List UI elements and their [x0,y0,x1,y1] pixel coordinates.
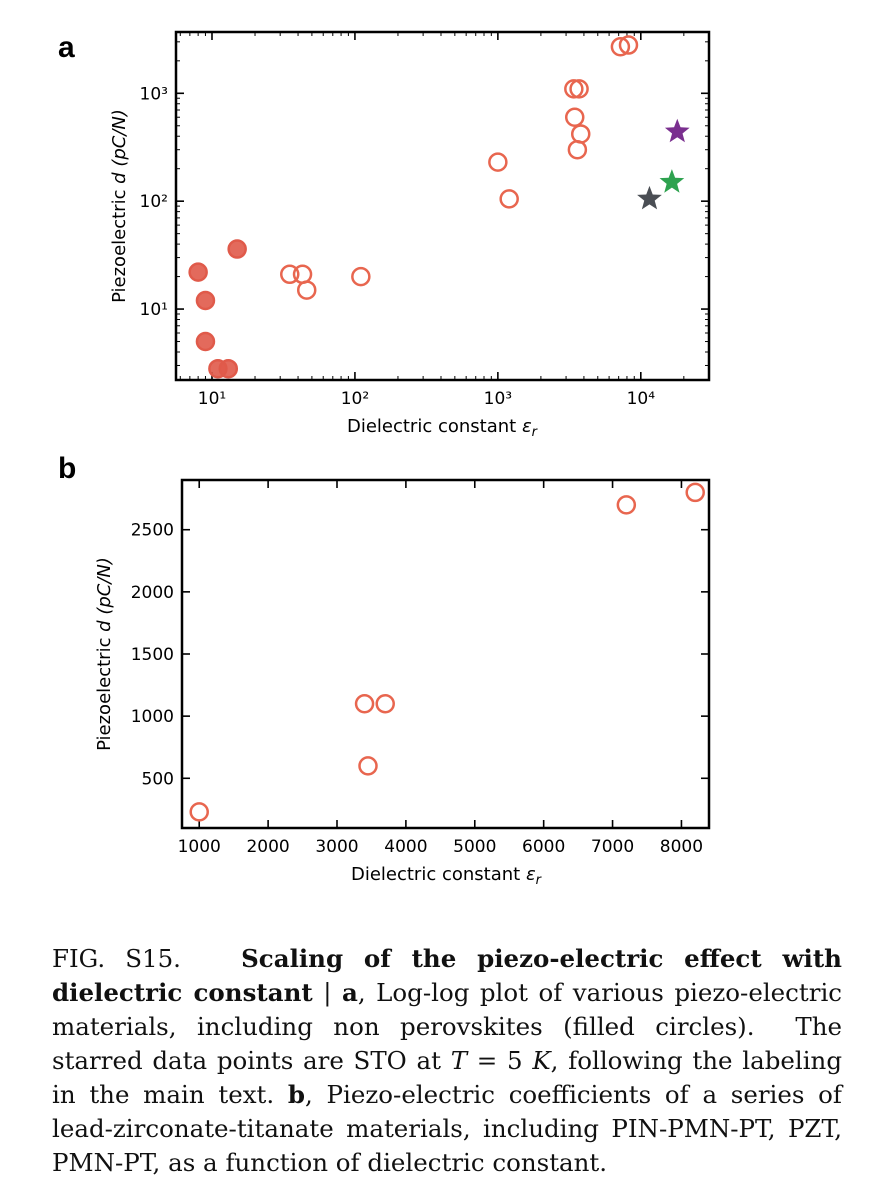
data-point-open [618,35,639,55]
y-tick-label: 10³ [140,84,168,104]
panel-b-chart: 1000 2000 3000 4000 5000 6000 7000 8000 500 1000 1… [94,478,711,888]
data-point-open [569,79,589,99]
x-tick-label: 10² [341,389,369,409]
caption-starred-text-1: The starred data points are STO at [52,1012,842,1075]
data-point-filled [227,239,247,259]
caption-part-a-text: , Log-log plot of various piezo-electric… [52,978,842,1041]
x-tick-label: 2000 [246,837,289,857]
data-point-open [564,107,585,127]
x-tick-label: 1000 [178,837,221,857]
data-point-open [616,495,637,515]
caption-math-t: T [450,1046,468,1075]
x-tick-label: 10⁴ [627,389,656,409]
data-point-star [659,169,685,193]
data-point-open [189,802,209,822]
caption-part-a-label: a [341,978,358,1007]
data-point-open [570,124,591,144]
caption-part-b-text: , Piezo-electric coefficients of a serie… [52,1080,843,1177]
x-tick-label: 7000 [591,837,634,857]
x-tick-label: 10³ [484,389,512,409]
caption-fig-label: FIG. S15. [52,944,181,973]
panel-a-frame [174,30,711,382]
y-tick-label: 1000 [131,707,174,727]
data-point-open [567,139,588,160]
data-point-open [292,264,313,285]
y-tick-label: 2000 [131,583,174,603]
x-tick-label: 10¹ [198,389,226,409]
x-tick-label: 5000 [453,837,496,857]
panel-b-points [189,482,705,822]
y-tick-label: 500 [142,769,174,789]
caption-part-b-label: b [287,1080,306,1109]
data-point-open [488,152,508,172]
y-tick-label: 1500 [131,645,174,665]
data-point-star [664,118,690,143]
panel-a-chart: 10¹ 10² 10³ 10⁴ 10¹ 10² 10³ Dielectric constan… [109,30,711,440]
data-point-filled [218,358,239,379]
panel-b-label: b [58,452,76,485]
panel-a-points [188,35,690,379]
x-tick-label: 4000 [384,837,427,857]
data-point-open [375,693,395,714]
panel-b-frame [180,478,711,830]
data-point-filled [195,290,216,311]
caption-starred-text-2: , following the labeling in the main tex… [52,1046,843,1109]
caption-math-k: K [532,1046,551,1075]
data-point-open [351,266,371,287]
caption-title: Scaling of the piezo-electric effect wit… [52,944,842,1007]
data-point-open [685,482,705,503]
y-tick-label: 10¹ [140,300,168,320]
panel-b-ylabel: Piezoelectric d (pC/N) [94,557,115,751]
panel-b-xlabel: Dielectric constant εr [351,864,543,888]
data-point-filled [195,331,216,352]
figure-caption: FIG. S15. Scaling of the piezo-electric … [52,942,842,1180]
data-point-open [358,756,378,776]
panel-a-ticks: 10¹ 10² 10³ 10⁴ 10¹ 10² 10³ [140,32,710,409]
data-point-open [499,189,519,209]
panel-b-ticks: 1000 2000 3000 4000 5000 6000 7000 8000 500 1000 1… [131,480,709,857]
data-point-open [564,79,584,99]
panel-a-ylabel: Piezoelectric d (pC/N) [109,109,130,303]
data-point-open [280,264,300,285]
data-point-open [610,37,631,57]
caption-math-eq: = 5 [476,1046,523,1075]
x-tick-label: 8000 [660,837,703,857]
figure: a 10¹ 10² 10³ 10⁴ 10¹ 10² 10³ Dielectric const… [58,30,711,888]
data-point-filled [188,262,208,282]
y-tick-label: 2500 [131,521,174,541]
panel-a-label: a [58,31,75,64]
x-tick-label: 6000 [522,837,565,857]
data-point-open [354,693,375,714]
panel-a-xlabel: Dielectric constant εr [347,416,539,440]
x-tick-label: 3000 [315,837,358,857]
data-point-star [637,185,662,210]
caption-separator: | [323,978,332,1007]
y-tick-label: 10² [140,192,168,212]
data-point-open [296,280,317,300]
